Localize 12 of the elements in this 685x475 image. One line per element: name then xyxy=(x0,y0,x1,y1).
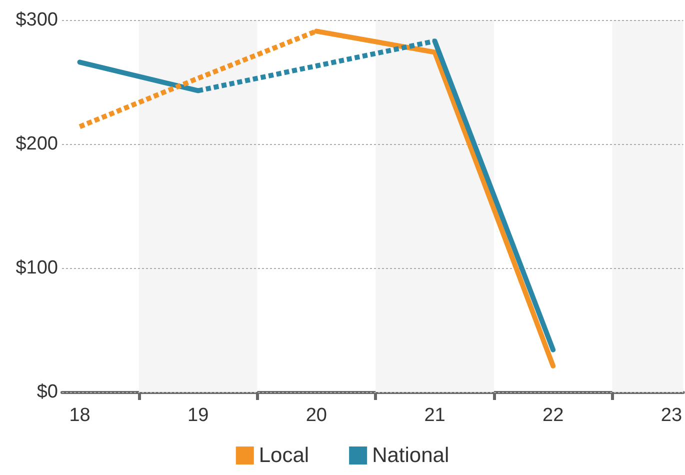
x-tick-label: 18 xyxy=(69,405,90,426)
legend-label: National xyxy=(372,444,450,467)
x-tick-label: 21 xyxy=(424,405,446,426)
x-tick-label: 19 xyxy=(188,405,209,426)
x-tick-label: 20 xyxy=(306,405,327,426)
legend-label: Local xyxy=(258,444,310,467)
y-tick-label: $200 xyxy=(16,134,58,154)
y-tick-label: $100 xyxy=(16,258,58,278)
y-tick-label: $0 xyxy=(36,382,58,402)
x-tick-label: 22 xyxy=(542,405,564,426)
x-tick-label: 23 xyxy=(660,405,682,426)
y-tick-label: $300 xyxy=(16,10,58,30)
